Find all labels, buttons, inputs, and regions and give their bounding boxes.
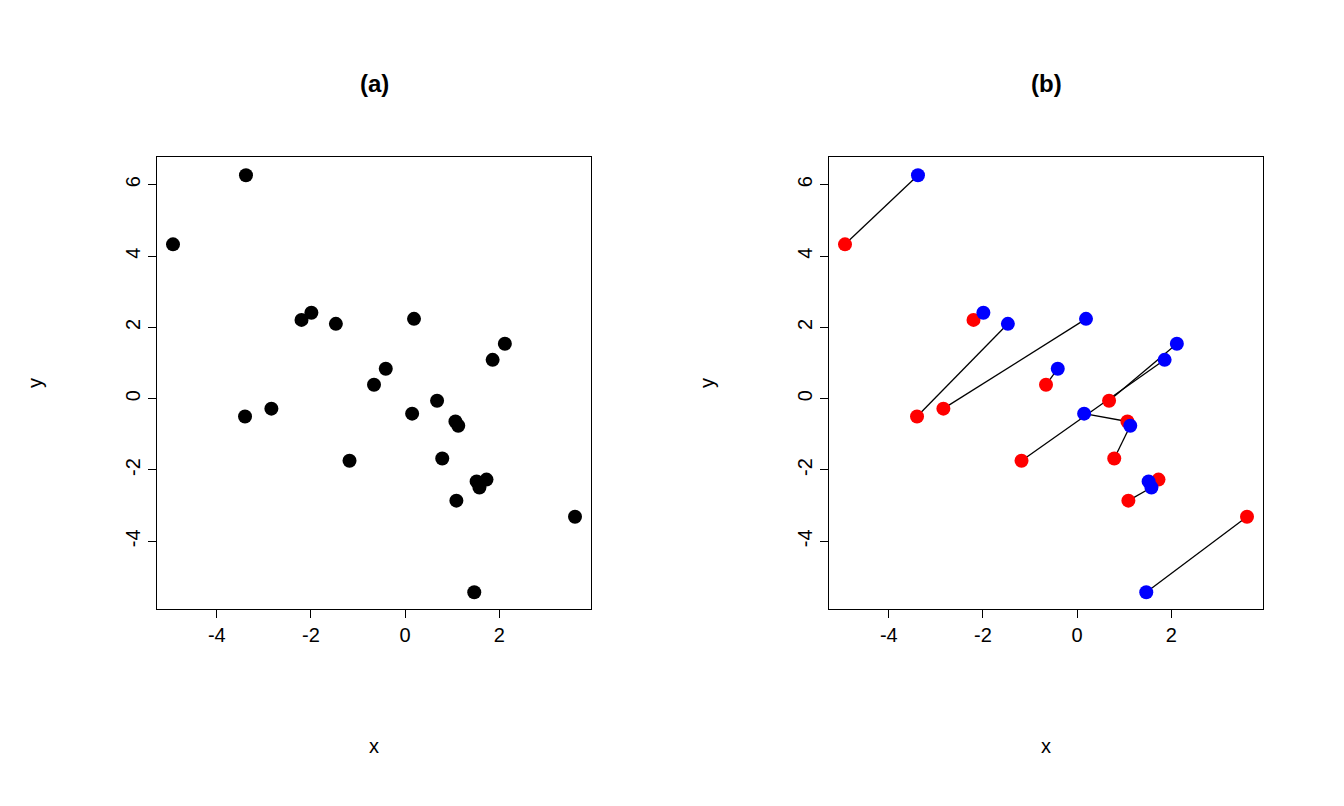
svg-text:(b): (b) (1031, 70, 1062, 97)
svg-text:-4: -4 (122, 529, 144, 547)
svg-text:0: 0 (400, 624, 411, 646)
svg-text:-4: -4 (794, 529, 816, 547)
svg-text:-4: -4 (880, 624, 898, 646)
svg-text:-2: -2 (974, 624, 992, 646)
svg-text:0: 0 (122, 390, 144, 401)
svg-text:4: 4 (122, 248, 144, 259)
svg-text:y: y (24, 378, 46, 388)
svg-text:-2: -2 (302, 624, 320, 646)
svg-text:2: 2 (122, 319, 144, 330)
svg-text:-2: -2 (122, 458, 144, 476)
svg-text:x: x (369, 735, 379, 757)
svg-text:6: 6 (794, 176, 816, 187)
svg-text:(a): (a) (360, 70, 389, 97)
svg-text:6: 6 (122, 176, 144, 187)
svg-text:y: y (696, 378, 718, 388)
svg-text:-2: -2 (794, 458, 816, 476)
svg-text:4: 4 (794, 248, 816, 259)
svg-text:2: 2 (794, 319, 816, 330)
svg-text:-4: -4 (208, 624, 226, 646)
svg-text:0: 0 (794, 390, 816, 401)
svg-text:2: 2 (494, 624, 505, 646)
svg-text:2: 2 (1166, 624, 1177, 646)
svg-text:0: 0 (1072, 624, 1083, 646)
svg-text:x: x (1041, 735, 1051, 757)
